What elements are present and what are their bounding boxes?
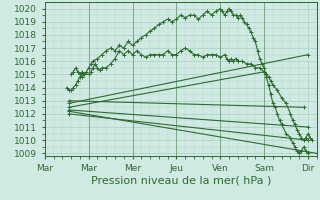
X-axis label: Pression niveau de la mer( hPa ): Pression niveau de la mer( hPa ) (91, 175, 271, 185)
